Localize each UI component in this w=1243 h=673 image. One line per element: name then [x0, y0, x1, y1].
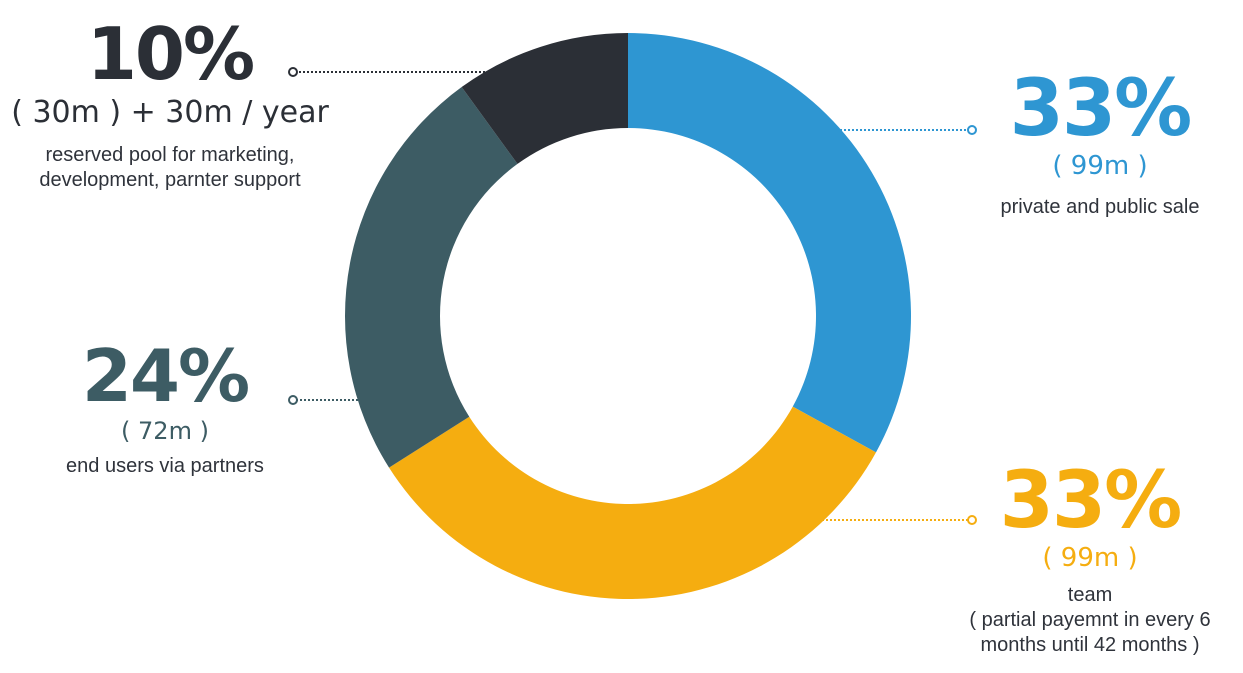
donut-slice-team	[389, 406, 876, 599]
description-line: months until 42 months )	[980, 633, 1200, 656]
percent-label: 33%	[999, 456, 1183, 546]
leader-dot-team	[967, 515, 977, 525]
percent-label: 24%	[81, 334, 250, 418]
description-line: team	[1067, 583, 1113, 606]
donut-slices	[344, 33, 912, 599]
description-label: private and public sale	[965, 195, 1235, 220]
description-label: reserved pool for marketing, development…	[0, 143, 340, 193]
slice-label-team: 33% ( 99m ) team ( partial payemnt in ev…	[940, 462, 1240, 658]
description-line: ( partial payemnt in every 6	[969, 608, 1211, 631]
donut-slice-end-users	[344, 87, 518, 468]
percent-label: 33%	[1009, 64, 1193, 154]
amount-label: ( 99m )	[1052, 151, 1148, 181]
slice-label-end-users: 24% ( 72m ) end users via partners	[30, 340, 300, 479]
percent-label: 10%	[86, 12, 255, 96]
amount-label: ( 72m )	[121, 417, 209, 445]
donut-slice-reserved	[461, 33, 628, 164]
donut-slice-sale	[628, 33, 912, 453]
description-label: end users via partners	[30, 454, 300, 479]
leader-dot-reserved	[288, 67, 298, 77]
description-label: team ( partial payemnt in every 6 months…	[940, 583, 1240, 658]
slice-label-sale: 33% ( 99m ) private and public sale	[965, 70, 1235, 220]
amount-label: ( 30m ) + 30m / year	[11, 95, 329, 130]
description-line: private and public sale	[1000, 195, 1200, 218]
description-line: end users via partners	[66, 455, 264, 478]
description-line: development, parnter support	[39, 169, 301, 191]
slice-label-reserved: 10% ( 30m ) + 30m / year reserved pool f…	[0, 18, 340, 193]
amount-label: ( 99m )	[1042, 543, 1138, 573]
leader-dot-end-users	[288, 395, 298, 405]
leader-dot-sale	[967, 125, 977, 135]
description-line: reserved pool for marketing,	[45, 144, 295, 166]
leader-lines	[288, 67, 977, 525]
